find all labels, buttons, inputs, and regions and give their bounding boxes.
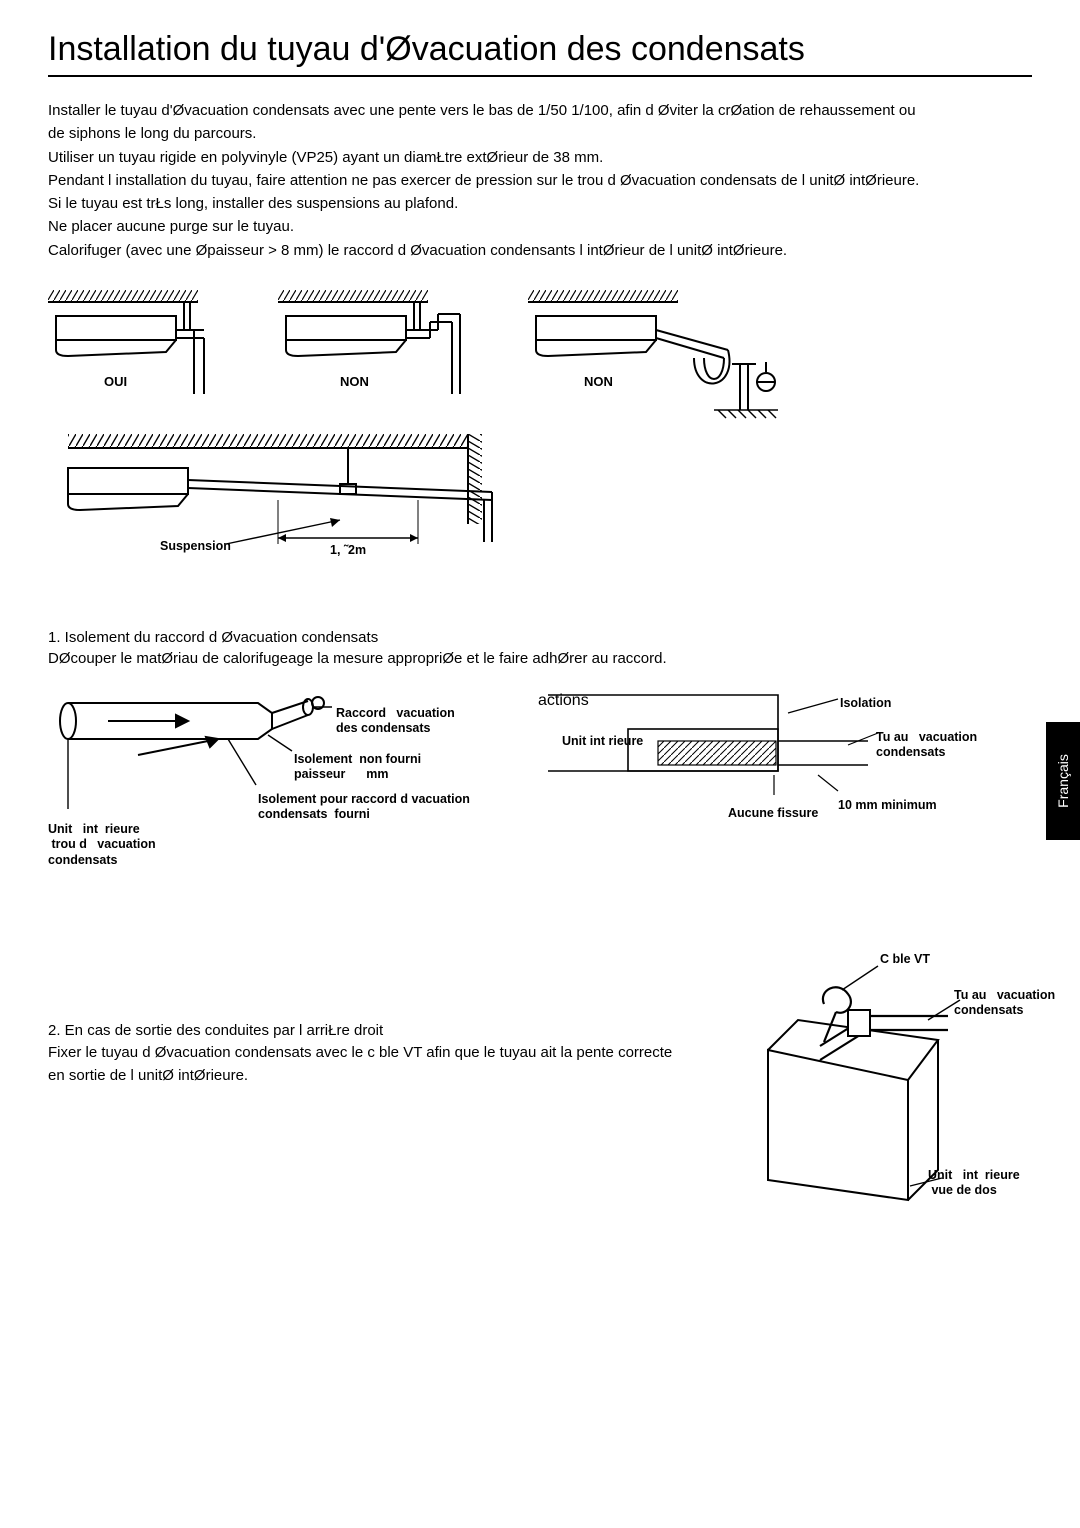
label-dim: 1, ˜2m bbox=[330, 543, 366, 557]
diagram-non-1: NON bbox=[278, 290, 478, 420]
diagram-suspension-svg: Suspension 1, ˜2m bbox=[48, 434, 508, 574]
diagram-insulation-left: Raccord vacuation des condensats Isoleme… bbox=[48, 685, 448, 890]
label-non: NON bbox=[584, 374, 613, 389]
callout-unit-rear: Unit int rieure vue de dos bbox=[928, 1168, 1020, 1199]
callout-c4: Unit int rieure trou d vacuation condens… bbox=[48, 822, 156, 869]
callout-cable: C ble VT bbox=[880, 952, 930, 968]
page-title: Installation du tuyau d'Øvacuation des c… bbox=[48, 30, 1032, 77]
intro-line: Calorifuger (avec une Øpaisseur > 8 mm) … bbox=[48, 239, 1032, 262]
callout-drainpipe: Tu au vacuation condensats bbox=[954, 988, 1055, 1019]
label-oui: OUI bbox=[104, 374, 127, 389]
callout-r5: 10 mm minimum bbox=[838, 798, 937, 814]
sec1-sub: DØcouper le matØriau de calorifugeage la… bbox=[48, 650, 1032, 667]
diagram-rear-exit: C ble VT Tu au vacuation condensats Unit… bbox=[728, 950, 1018, 1215]
diagram-non2-svg: NON bbox=[528, 290, 788, 420]
sec1-heading: 1. Isolement du raccord d Øvacuation con… bbox=[48, 629, 1032, 646]
intro-line: Ne placer aucune purge sur le tuyau. bbox=[48, 215, 1032, 238]
intro-line: Utiliser un tuyau rigide en polyvinyle (… bbox=[48, 146, 1032, 169]
callout-c3: Isolement pour raccord d vacuation conde… bbox=[258, 792, 470, 823]
diagram-oui: OUI bbox=[48, 290, 228, 420]
label-suspension: Suspension bbox=[160, 539, 231, 553]
diagram-oui-svg: OUI bbox=[48, 290, 228, 400]
diagram-row-top: OUI NON bbox=[48, 290, 1032, 420]
language-tab: Français bbox=[1046, 722, 1080, 840]
intro-block: Installer le tuyau d'Øvacuation condensa… bbox=[48, 99, 1032, 262]
diagram-insulation-right: Unit int rieure Isolation Tu au vacuatio… bbox=[538, 685, 968, 850]
diagram-suspension: Suspension 1, ˜2m bbox=[48, 434, 1032, 579]
diagram-row-mid: Raccord vacuation des condensats Isoleme… bbox=[48, 685, 1032, 890]
diagram-non-2: NON bbox=[528, 290, 788, 420]
callout-r3: Tu au vacuation condensats bbox=[876, 730, 977, 761]
label-unit-int: Unit int rieure bbox=[562, 734, 643, 748]
callout-r1: Isolation bbox=[840, 696, 891, 712]
callout-r4: Aucune fissure bbox=[728, 806, 818, 822]
intro-line: Pendant l installation du tuyau, faire a… bbox=[48, 169, 1032, 192]
label-non: NON bbox=[340, 374, 369, 389]
intro-line: de siphons le long du parcours. bbox=[48, 122, 1032, 145]
sec2-heading: 2. En cas de sortie des conduites par l … bbox=[48, 1020, 688, 1043]
intro-line: Installer le tuyau d'Øvacuation condensa… bbox=[48, 99, 1032, 122]
callout-c2: Isolement non fourni paisseur mm bbox=[294, 752, 421, 783]
callout-c1: Raccord vacuation des condensats bbox=[336, 706, 455, 737]
sec2-body: Fixer le tuyau d Øvacuation condensats a… bbox=[48, 1042, 688, 1087]
language-tab-label: Français bbox=[1055, 754, 1071, 808]
diagram-non1-svg: NON bbox=[278, 290, 478, 400]
section-2: 2. En cas de sortie des conduites par l … bbox=[48, 950, 1032, 1215]
intro-line: Si le tuyau est trŁs long, installer des… bbox=[48, 192, 1032, 215]
